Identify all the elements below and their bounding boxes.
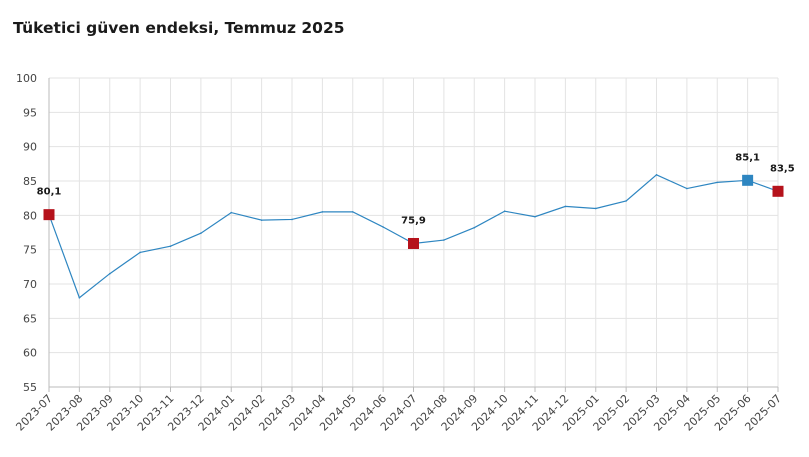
y-tick-label: 100 bbox=[16, 72, 37, 85]
data-label: 85,1 bbox=[735, 152, 760, 163]
data-point bbox=[169, 245, 172, 248]
marker-layer bbox=[43, 174, 784, 249]
y-tick-label: 70 bbox=[23, 278, 37, 291]
data-point bbox=[473, 226, 476, 229]
data-point bbox=[534, 215, 536, 218]
data-point bbox=[564, 205, 567, 208]
highlight-marker bbox=[408, 237, 419, 249]
y-tick-label: 55 bbox=[23, 381, 37, 394]
data-point bbox=[78, 296, 81, 299]
data-label: 75,9 bbox=[401, 215, 426, 226]
y-tick-label: 65 bbox=[23, 312, 37, 325]
data-point bbox=[200, 232, 202, 234]
data-point bbox=[716, 181, 719, 184]
data-point bbox=[625, 200, 627, 202]
data-point bbox=[321, 211, 324, 213]
data-point bbox=[139, 251, 141, 254]
data-point bbox=[230, 211, 233, 214]
highlight-marker bbox=[43, 209, 55, 221]
data-point bbox=[260, 219, 263, 221]
data-point bbox=[382, 226, 384, 228]
data-point bbox=[594, 207, 597, 210]
y-tick-label: 80 bbox=[23, 209, 37, 222]
data-point bbox=[291, 218, 293, 221]
y-tick-label: 75 bbox=[23, 244, 37, 257]
data-point bbox=[443, 239, 445, 241]
data-point bbox=[351, 211, 354, 213]
highlight-marker bbox=[742, 174, 754, 186]
y-tick-label: 85 bbox=[23, 175, 37, 188]
y-tick-label: 95 bbox=[23, 106, 37, 119]
highlight-marker bbox=[772, 185, 784, 197]
chart-title: Tüketici güven endeksi, Temmuz 2025 bbox=[13, 19, 345, 37]
data-label: 80,1 bbox=[37, 187, 62, 198]
data-point bbox=[108, 272, 111, 275]
y-tick-label: 90 bbox=[23, 141, 37, 154]
label-layer: 80,1 75,9 85,1 83,5 bbox=[37, 152, 795, 226]
y-tick-label: 60 bbox=[23, 347, 37, 360]
axis-layer: 5560657075808590951002023-072023-082023-… bbox=[13, 72, 784, 434]
data-point bbox=[686, 187, 688, 190]
data-point bbox=[655, 174, 658, 176]
data-point bbox=[503, 210, 506, 213]
data-label: 83,5 bbox=[770, 163, 795, 174]
grid-layer bbox=[49, 77, 779, 387]
